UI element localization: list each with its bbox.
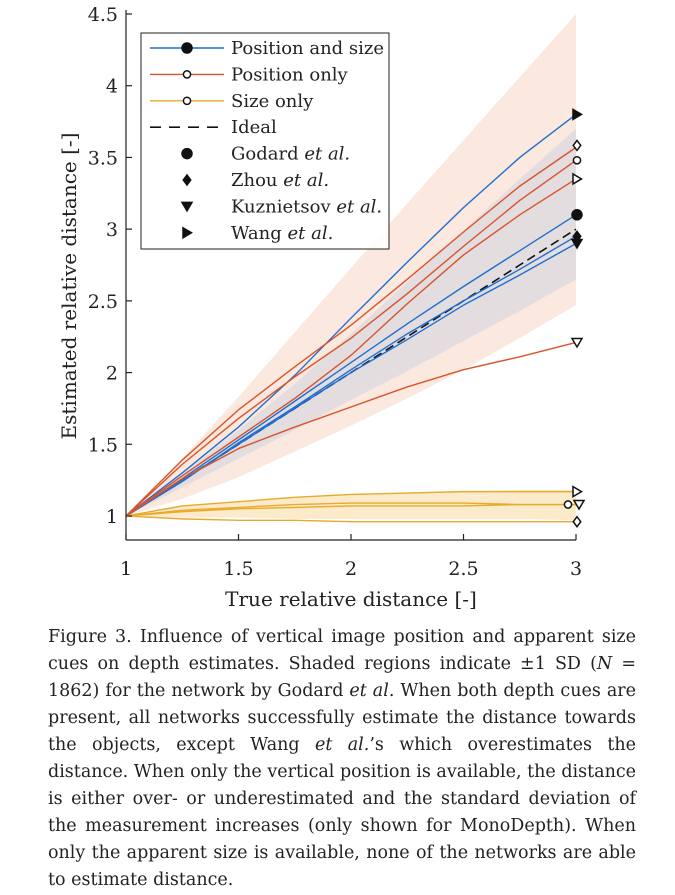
series-line-10 (125, 503, 576, 517)
end-marker-6 (572, 172, 583, 186)
axes: 1 1.5 2 2.5 3 3.5 4 4.5 1 1.5 2 2.5 3 (88, 4, 582, 580)
legend-item-0: Position and size (150, 38, 384, 59)
y-tick-label-2: 2 (106, 363, 118, 385)
legend-marker-4 (181, 147, 193, 160)
legend-item-7: Wang et al. (182, 223, 333, 244)
legend-label-5: Zhou et al. (231, 170, 329, 191)
y-tick-label-7: 4.5 (88, 4, 118, 26)
legend-marker-2 (182, 96, 192, 106)
legend-item-3: Ideal (150, 117, 277, 138)
caption-part-0: Figure 3. Influence of vertical image po… (48, 627, 636, 674)
y-tick-label-3: 2.5 (88, 291, 118, 313)
x-tick-label-0: 1 (120, 558, 132, 580)
caption-part-4: . When both depth cues are present, all … (48, 681, 637, 755)
chart: 1 1.5 2 2.5 3 3.5 4 4.5 1 1.5 2 2.5 3 Position and s… (57, 4, 586, 611)
end-markers (563, 108, 586, 528)
legend-label-4: Godard et al. (231, 144, 350, 165)
legend-item-5: Zhou et al. (182, 170, 329, 191)
series-line-4 (125, 146, 577, 517)
x-tick-label-4: 3 (570, 558, 582, 580)
caption-part-6: ’s which overestimates the distance. Whe… (48, 735, 636, 890)
end-marker-0 (572, 108, 583, 121)
legend-label-0: Position and size (231, 38, 384, 59)
x-tick-label-3: 2.5 (448, 558, 478, 580)
end-marker-8 (572, 485, 583, 498)
series-line-5 (125, 159, 577, 517)
sd-band-2 (126, 490, 576, 521)
caption-part-2: = 1862) for the network by Godard (48, 654, 636, 701)
caption-part-5: et al. (314, 735, 370, 755)
series-line-11 (125, 515, 576, 523)
legend-marker-6 (180, 201, 194, 213)
legend-marker-7 (182, 226, 193, 240)
caption-part-3: et al (349, 681, 389, 701)
figure-caption: Figure 3. Influence of vertical image po… (48, 624, 636, 894)
x-tick-label-2: 2 (345, 558, 357, 580)
legend-label-1: Position only (231, 64, 349, 85)
x-axis-title: True relative distance [-] (225, 587, 477, 611)
x-tick-label-1: 1.5 (223, 558, 253, 580)
series-line-6 (125, 178, 577, 517)
series-line-0 (125, 113, 577, 517)
legend-item-4: Godard et al. (181, 144, 350, 165)
y-tick-label-1: 1.5 (88, 434, 118, 456)
end-marker-10 (563, 500, 573, 509)
sd-band-1 (126, 128, 576, 516)
legend-label-3: Ideal (231, 117, 277, 138)
series-line-8 (125, 490, 576, 517)
end-marker-4 (572, 139, 582, 152)
end-marker-7 (570, 337, 584, 349)
series-lines (125, 113, 577, 523)
legend-item-6: Kuznietsov et al. (180, 196, 382, 217)
legend-label-7: Wang et al. (231, 223, 333, 244)
legend-item-2: Size only (150, 91, 314, 112)
y-tick-label-4: 3 (106, 219, 118, 241)
legend-marker-0 (181, 42, 193, 54)
caption-part-1: N (596, 654, 613, 674)
legend: Position and size Position only Size only I… (140, 32, 390, 250)
series-line-9 (125, 502, 576, 517)
end-marker-5 (572, 155, 582, 165)
series-line-7 (125, 341, 577, 517)
legend-marker-5 (182, 173, 192, 187)
end-marker-9 (572, 499, 586, 511)
legend-box (140, 32, 390, 250)
series-line-1 (125, 214, 577, 517)
y-axis-title: Estimated relative distance [-] (57, 133, 81, 440)
end-marker-11 (572, 515, 582, 528)
end-marker-3 (570, 238, 584, 250)
legend-label-2: Size only (231, 91, 314, 112)
legend-item-1: Position only (150, 64, 349, 85)
y-tick-label-5: 3.5 (88, 147, 118, 169)
legend-marker-1 (182, 70, 192, 79)
y-tick-label-0: 1 (106, 506, 118, 528)
end-marker-1 (571, 209, 583, 221)
y-tick-label-6: 4 (106, 76, 118, 98)
sd-bands (126, 14, 576, 521)
legend-label-6: Kuznietsov et al. (231, 196, 382, 217)
